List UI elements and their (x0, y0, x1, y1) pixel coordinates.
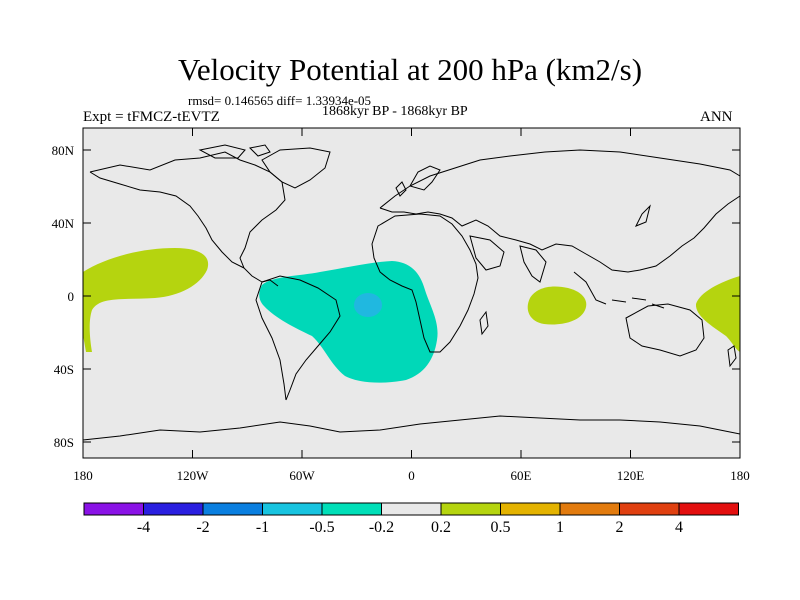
india-coast (519, 245, 547, 283)
latitude-axis (83, 149, 740, 443)
colorbar-box (619, 502, 680, 516)
lat-label-0: 0 (68, 289, 75, 304)
colorbar-labels: -4 -2 -1 -0.5 -0.2 0.2 0.5 1 2 4 (137, 519, 683, 536)
eurasia-coast (379, 149, 741, 273)
colorbar-box (559, 502, 620, 516)
lat-label-40n: 40N (52, 216, 75, 231)
colorbar-box (262, 502, 323, 516)
colorbar-label: -0.2 (369, 519, 394, 536)
stats-text: rmsd= 0.146565 diff= 1.33934e-05 (188, 93, 372, 108)
colorbar-box (500, 502, 561, 516)
colorbar-label: 4 (675, 519, 683, 536)
contour-fills (83, 248, 740, 383)
madagascar-coast (479, 310, 489, 336)
greenland-coast (261, 147, 331, 189)
australia-coast (625, 303, 705, 357)
indonesia-coast (573, 271, 665, 309)
colorbar-box (440, 502, 501, 516)
colorbar-label: 2 (616, 519, 624, 536)
british-isles-coast (395, 181, 407, 197)
colorbar-label: 0.2 (431, 519, 451, 536)
lon-label-0: 0 (408, 468, 415, 483)
lon-label-60w: 60W (289, 468, 315, 483)
longitude-axis (82, 128, 741, 458)
colorbar-box (83, 502, 144, 516)
experiment-label: Expt = tFMCZ-tEVTZ (83, 109, 220, 125)
south-america-coast (255, 275, 341, 401)
japan-coast (634, 204, 651, 227)
lon-label-120w: 120W (177, 468, 210, 483)
africa-coast (371, 213, 479, 353)
lon-label-180e: 180 (730, 468, 750, 483)
colorbar-box (381, 502, 442, 516)
new-zealand-coast (727, 345, 737, 368)
plot-title: Velocity Potential at 200 hPa (km2/s) (177, 52, 643, 87)
colorbar-label: 0.5 (491, 519, 511, 536)
colorbar-label: -1 (256, 519, 269, 536)
lon-label-120e: 120E (617, 468, 645, 483)
lat-label-40s: 40S (54, 362, 74, 377)
coastlines (82, 144, 741, 441)
indian-ocean-positive-region (527, 286, 587, 325)
antarctica-coast (82, 415, 741, 441)
arctic-islands-coast (198, 144, 271, 159)
colorbar-box (143, 502, 204, 516)
colorbar-box (321, 502, 382, 516)
colorbar-box (678, 502, 739, 516)
lon-label-60e: 60E (511, 468, 532, 483)
colorbar-label: 1 (556, 519, 564, 536)
arabia-coast (469, 235, 505, 271)
lon-label-180w: 180 (73, 468, 93, 483)
colorbar-box (202, 502, 263, 516)
colorbar-label: -2 (196, 519, 209, 536)
colorbar-label: -4 (137, 519, 150, 536)
period-label: 1868kyr BP - 1868kyr BP (322, 104, 468, 119)
west-pacific-positive-region (695, 276, 740, 352)
north-pacific-positive-region (83, 248, 209, 352)
lat-label-80n: 80N (52, 143, 75, 158)
south-america-atlantic-negative-region (259, 261, 438, 383)
scandinavia-coast (409, 165, 441, 191)
atlantic-negative-core-region (354, 293, 382, 317)
colorbar (83, 502, 739, 516)
season-label: ANN (700, 109, 733, 125)
lat-label-80s: 80S (54, 435, 74, 450)
colorbar-label: -0.5 (309, 519, 334, 536)
